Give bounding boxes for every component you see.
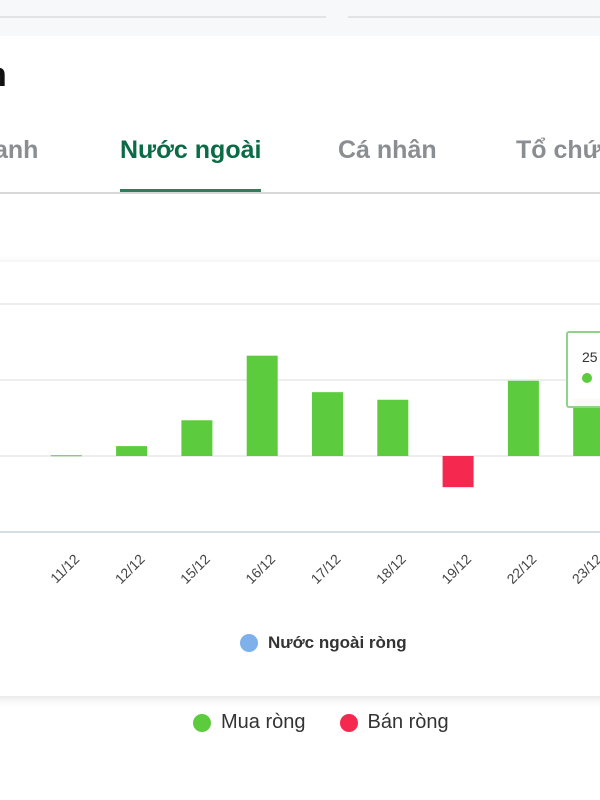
x-tick-label: 12/12 xyxy=(112,551,148,587)
tab-0[interactable]: anh xyxy=(0,136,39,164)
bar-18/12[interactable] xyxy=(377,399,409,456)
tab-bar: anh Nước ngoài Cá nhân Tổ chứ xyxy=(0,130,600,194)
bar-16/12[interactable] xyxy=(246,355,278,456)
buy-dot xyxy=(193,713,211,732)
tooltip-value: 25 xyxy=(582,349,598,365)
sell-label: Bán ròng xyxy=(367,711,449,733)
tab-foreign-label: Nước ngoài xyxy=(120,136,262,164)
bar-19/12[interactable] xyxy=(442,456,474,488)
active-tab-underline xyxy=(120,189,262,192)
bar-chart: 11/12 12/12 15/12 16/12 17/12 18/12 19/12 22/12… xyxy=(0,303,600,587)
tab-foreign[interactable]: Nước ngoài xyxy=(120,136,262,192)
series-legend[interactable]: Nước ngoài ròng xyxy=(240,633,407,653)
x-tick-label: 19/12 xyxy=(438,551,474,587)
bar-11/12[interactable] xyxy=(50,455,82,457)
legend-buy: Mua ròng xyxy=(193,711,306,734)
bar-22/12[interactable] xyxy=(507,380,539,456)
sell-dot xyxy=(339,713,358,732)
buy-label: Mua ròng xyxy=(221,711,306,733)
series-legend-label: Nước ngoài ròng xyxy=(268,633,407,652)
x-tick-label: 23/12 xyxy=(569,551,600,587)
series-legend-dot xyxy=(240,634,258,652)
bar-17/12[interactable] xyxy=(312,392,343,456)
x-tick-label: 15/12 xyxy=(177,551,213,587)
bar-23/12[interactable] xyxy=(573,399,600,456)
chart-tooltip: 25 xyxy=(566,331,600,408)
page-title: n xyxy=(0,56,7,95)
x-tick-label: 17/12 xyxy=(308,551,344,587)
x-tick-label: 11/12 xyxy=(47,551,83,587)
tab-institution[interactable]: Tổ chứ xyxy=(516,136,600,164)
x-tick-label: 18/12 xyxy=(373,551,409,587)
sign-legend: Mua ròng Bán ròng xyxy=(193,711,483,734)
tooltip-dot xyxy=(582,373,592,383)
x-tick-label: 16/12 xyxy=(242,551,278,587)
x-tick-label: 22/12 xyxy=(503,551,539,587)
tab-individual[interactable]: Cá nhân xyxy=(338,136,437,164)
legend-sell: Bán ròng xyxy=(339,711,449,734)
bar-15/12[interactable] xyxy=(181,420,213,456)
top-bar xyxy=(0,0,600,36)
bar-12/12[interactable] xyxy=(116,446,148,456)
chart-card xyxy=(0,262,600,696)
